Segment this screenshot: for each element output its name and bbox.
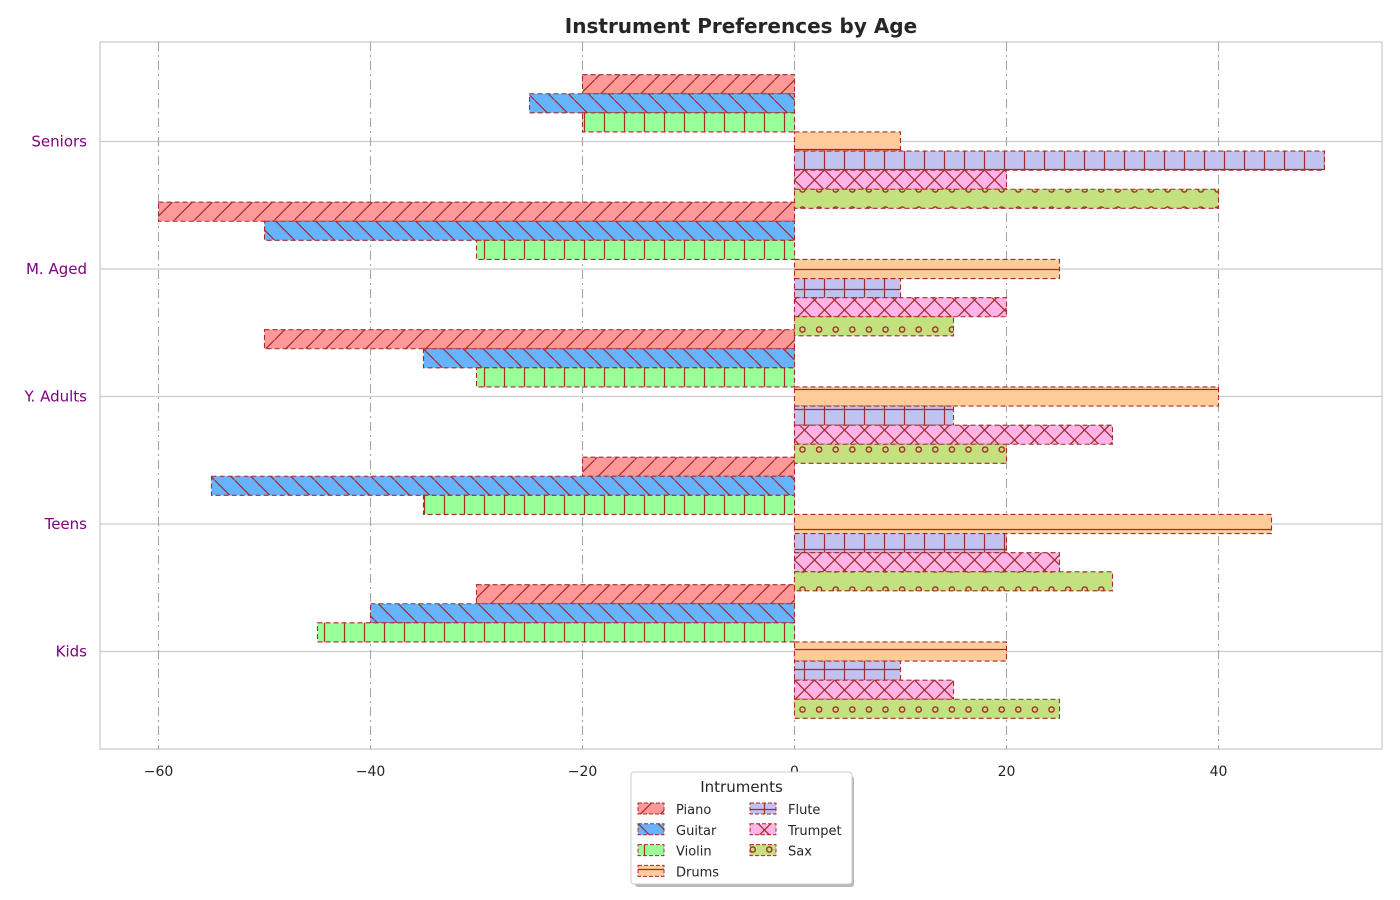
chart-title: Instrument Preferences by Age — [565, 14, 917, 38]
y-tick-label: Teens — [44, 515, 88, 533]
bar-piano-kids — [475, 584, 796, 605]
legend-swatch — [749, 802, 777, 815]
bar-drums-teens — [793, 513, 1273, 535]
legend-swatch — [749, 823, 777, 836]
bar-sax-seniors — [793, 188, 1220, 209]
y-tick-label: M. Aged — [26, 260, 87, 278]
bar-violin-m-aged — [475, 239, 796, 261]
legend-box — [630, 771, 853, 885]
bar-piano-seniors — [581, 74, 796, 95]
legend: Intruments Piano Guitar Violin Drums Flute Tru… — [630, 771, 854, 887]
bar-piano-m-aged — [157, 201, 796, 222]
x-tick-label: −40 — [356, 764, 386, 780]
bar-piano-y-adults — [263, 329, 796, 350]
legend-item-drums: Drums — [637, 864, 719, 880]
x-tick-label: 40 — [1210, 764, 1228, 780]
bar-drums-y-adults — [793, 386, 1220, 407]
legend-item-piano: Piano — [637, 802, 711, 818]
bar-trumpet-seniors — [793, 169, 1008, 190]
legend-swatch — [637, 844, 665, 857]
bar-flute-seniors — [793, 150, 1326, 171]
y-tick-label: Y. Adults — [23, 388, 87, 406]
bar-sax-y-adults — [793, 443, 1008, 464]
bar-guitar-y-adults — [422, 348, 796, 369]
legend-label: Sax — [788, 845, 812, 860]
legend-label: Guitar — [676, 824, 717, 839]
legend-swatch — [637, 864, 665, 877]
legend-swatch — [637, 823, 665, 836]
bar-drums-m-aged — [793, 258, 1061, 280]
bar-sax-teens — [793, 571, 1114, 592]
bar-sax-m-aged — [793, 316, 955, 337]
bar-guitar-teens — [210, 475, 796, 496]
legend-swatch — [637, 802, 665, 815]
legend-item-sax: Sax — [749, 844, 812, 860]
bar-guitar-seniors — [528, 93, 796, 114]
bar-violin-seniors — [581, 112, 796, 133]
series-trumpet — [793, 169, 1114, 700]
x-tick-label: 20 — [998, 764, 1016, 780]
bar-violin-kids — [316, 622, 796, 643]
legend-item-flute: Flute — [749, 802, 820, 818]
legend-label: Flute — [788, 803, 820, 818]
series-guitar — [210, 93, 796, 624]
series-drums — [793, 131, 1273, 662]
bar-violin-y-adults — [475, 367, 796, 388]
bar-violin-teens — [422, 494, 796, 516]
bar-trumpet-teens — [793, 552, 1061, 573]
bar-piano-teens — [581, 456, 796, 477]
bar-guitar-m-aged — [263, 220, 796, 241]
legend-item-trumpet: Trumpet — [749, 823, 842, 839]
bar-flute-y-adults — [793, 405, 955, 426]
legend-title: Intruments — [700, 778, 783, 796]
series-piano — [157, 74, 796, 605]
legend-label: Trumpet — [787, 824, 842, 839]
legend-swatch — [749, 844, 777, 857]
bar-flute-m-aged — [793, 277, 902, 299]
bar-guitar-kids — [369, 603, 796, 624]
legend-label: Violin — [676, 845, 712, 860]
bar-flute-teens — [793, 532, 1008, 554]
bar-trumpet-kids — [793, 679, 955, 700]
bar-drums-kids — [793, 641, 1008, 662]
bar-flute-kids — [793, 660, 902, 681]
bar-drums-seniors — [793, 131, 902, 152]
legend-label: Piano — [676, 803, 711, 818]
bar-trumpet-y-adults — [793, 424, 1114, 445]
x-tick-label: −20 — [568, 764, 598, 780]
bar-sax-kids — [793, 698, 1061, 719]
legend-item-violin: Violin — [637, 844, 712, 860]
y-tick-label: Kids — [56, 643, 88, 661]
series-sax — [793, 188, 1220, 719]
x-tick-label: −60 — [144, 764, 174, 780]
series-violin — [316, 112, 796, 643]
y-tick-label: Seniors — [31, 133, 87, 151]
legend-label: Drums — [676, 865, 719, 880]
legend-item-guitar: Guitar — [637, 823, 717, 839]
bar-trumpet-m-aged — [793, 297, 1008, 318]
